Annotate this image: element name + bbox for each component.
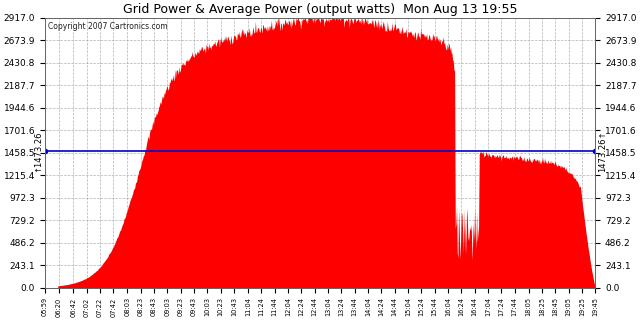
Text: Copyright 2007 Cartronics.com: Copyright 2007 Cartronics.com <box>47 22 167 31</box>
Text: ↑1473.26: ↑1473.26 <box>33 131 42 172</box>
Text: 1473.26↑: 1473.26↑ <box>598 131 607 172</box>
Title: Grid Power & Average Power (output watts)  Mon Aug 13 19:55: Grid Power & Average Power (output watts… <box>123 4 517 16</box>
